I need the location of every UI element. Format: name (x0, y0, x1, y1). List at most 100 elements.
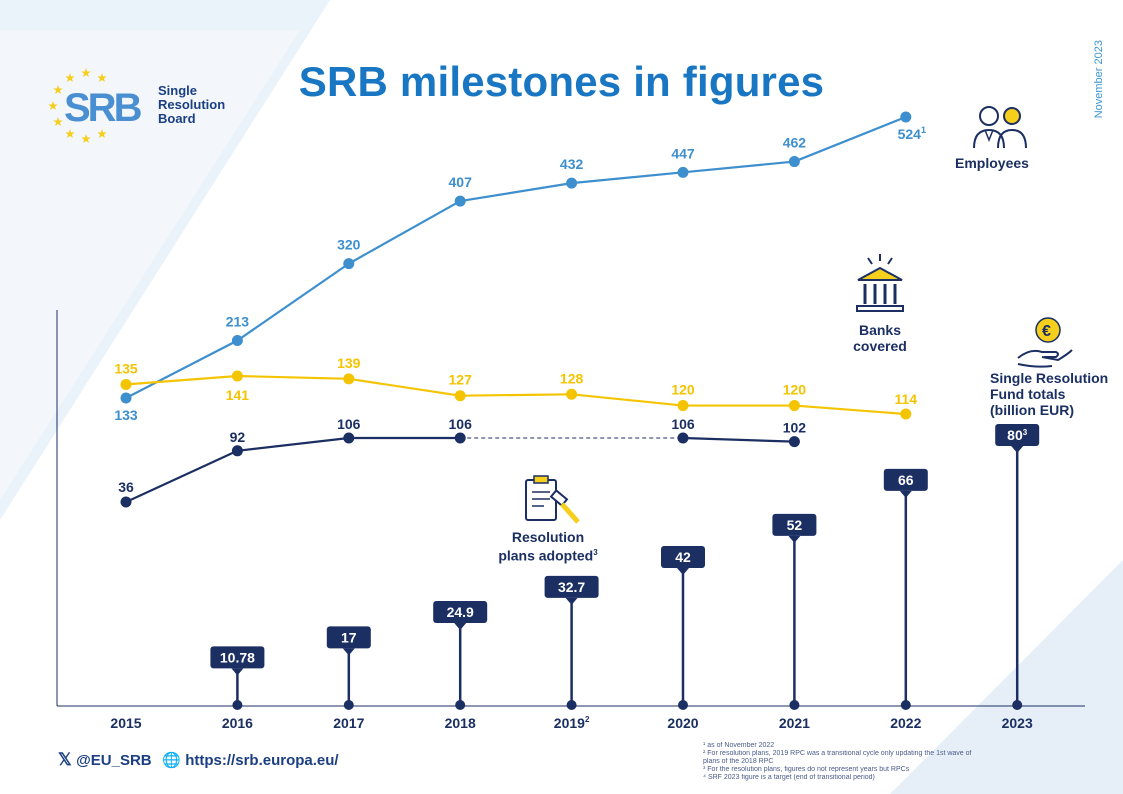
x-tick-label-2017: 2017 (333, 715, 364, 731)
employees-segment-2018 (460, 182, 572, 203)
plans-label-2015: 36 (118, 479, 134, 495)
banks-label-2022: 114 (895, 391, 918, 407)
srf-label-line-2: Fund totals (990, 386, 1066, 402)
banks-point-2015 (120, 378, 132, 390)
employees-point-2022 (900, 111, 912, 123)
employees-label-2017: 320 (337, 237, 361, 253)
srf-label-2023: 803 (1007, 427, 1028, 443)
plans-label-line-1: Resolution (511, 529, 585, 545)
srf-label-2018: 24.9 (447, 604, 474, 620)
srf-base-2020 (678, 700, 688, 710)
plans-point-2021 (788, 436, 800, 448)
banks-point-2016 (231, 370, 243, 382)
srf-box-2023 (995, 423, 1040, 446)
srf-label: Single Resolution Fund totals (billion E… (990, 370, 1108, 418)
srf-box-2018 (433, 600, 488, 623)
banks-label-line-2: covered (853, 338, 907, 354)
srf-label-2016: 10.78 (220, 649, 255, 665)
plans-segment-2020 (682, 436, 795, 443)
plans-label-2021: 102 (783, 420, 807, 436)
employees-point-2017 (343, 258, 355, 270)
employees-label-sup-2022: 1 (921, 125, 926, 135)
footnote-2: ² For resolution plans, 2019 RPC was a t… (703, 750, 972, 757)
footnote-5: ⁴ SRF 2023 figure is a target (end of tr… (703, 774, 875, 781)
srf-base-2017 (343, 700, 354, 710)
employees-label-2020: 447 (671, 145, 695, 161)
srf-base-2016 (232, 700, 243, 710)
banks-point-2022 (900, 408, 912, 420)
srf-label-2019: 32.7 (558, 579, 585, 595)
banks-segment-2015 (125, 374, 238, 386)
banks-segment-2018 (460, 393, 572, 397)
logo-line-1: Single (158, 83, 198, 98)
banks-segment-2017 (348, 377, 461, 397)
banks-label: Banks covered (848, 322, 912, 354)
srf-base-2019 (566, 700, 577, 710)
plans-label-2020: 106 (671, 416, 695, 432)
plans-point-2017 (343, 432, 355, 444)
srf-label-2021: 52 (787, 517, 803, 533)
banks-label-2019: 128 (560, 370, 584, 386)
x-tick-label-2018: 2018 (445, 715, 476, 731)
employees-label: Employees (955, 155, 1029, 171)
banks-label-line-1: Banks (858, 322, 902, 338)
srf-label-line-3: (billion EUR) (990, 402, 1074, 418)
banks-label-2016: 141 (226, 387, 250, 403)
employees-label-2022: 5241 (898, 125, 926, 142)
srf-label-2017: 17 (341, 629, 357, 645)
banks-label-2020: 120 (671, 382, 695, 398)
employees-segment-2016 (236, 262, 350, 342)
srf-pointer-2017 (342, 648, 355, 656)
employees-segment-2017 (348, 200, 461, 265)
plans-label: Resolution plans adopted3 (482, 529, 614, 564)
plans-label-2018: 106 (449, 416, 473, 432)
srf-base-2023 (1012, 700, 1023, 710)
employees-icon (973, 106, 1027, 149)
bank-icon (856, 254, 904, 312)
employees-point-2019 (566, 177, 578, 189)
banks-label-2015: 135 (114, 360, 138, 376)
employees-segment-2021 (793, 115, 907, 163)
srf-pointer-2016 (231, 668, 244, 676)
euro-coin-hand-icon: € (1017, 317, 1073, 368)
banks-label-2017: 139 (337, 355, 361, 371)
srf-box-2022 (883, 468, 928, 491)
srf-label-2022: 66 (898, 472, 914, 488)
employees-point-2016 (231, 335, 243, 347)
x-tick-label-2016: 2016 (222, 715, 253, 731)
website-link[interactable]: https://srb.europa.eu/ (185, 752, 339, 769)
srf-box-2016 (210, 646, 265, 669)
clipboard-gavel-icon (525, 475, 580, 524)
employees-point-2020 (677, 166, 689, 178)
plans-point-2018 (454, 432, 466, 444)
srf-base-2022 (900, 700, 911, 710)
footer: 𝕏 @EU_SRB 🌐 https://srb.europa.eu/ (58, 750, 339, 770)
plans-point-2015 (120, 496, 132, 508)
twitter-handle[interactable]: @EU_SRB (76, 752, 152, 769)
x-logo-icon: 𝕏 (58, 750, 72, 769)
srf-pointer-2021 (788, 535, 801, 543)
srf-box-2020 (661, 546, 705, 569)
srf-pointer-2020 (677, 568, 689, 576)
logo-text: Single Resolution Board (158, 84, 225, 126)
plans-label-line-2: plans adopted (498, 547, 594, 564)
srf-label-line-1: Single Resolution (990, 370, 1109, 386)
x-tick-label-2020: 2020 (667, 715, 698, 731)
logo-line-3: Board (158, 111, 196, 126)
x-tick-label-2022: 2022 (890, 715, 921, 731)
srf-pointer-2022 (899, 490, 912, 498)
logo-abbr: SRB (64, 86, 142, 130)
banks-point-2019 (566, 388, 578, 400)
banks-point-2017 (343, 373, 355, 385)
srf-box-2019 (544, 575, 599, 598)
svg-text:€: € (1042, 323, 1051, 340)
eu-stars-icon (48, 68, 107, 143)
plans-label-2017: 106 (337, 416, 361, 432)
banks-point-2021 (788, 400, 800, 412)
srf-base-2021 (789, 700, 800, 710)
banks-segment-2019 (571, 393, 684, 407)
x-tick-sup-2019: 2 (585, 715, 590, 724)
logo-line-2: Resolution (158, 97, 226, 112)
